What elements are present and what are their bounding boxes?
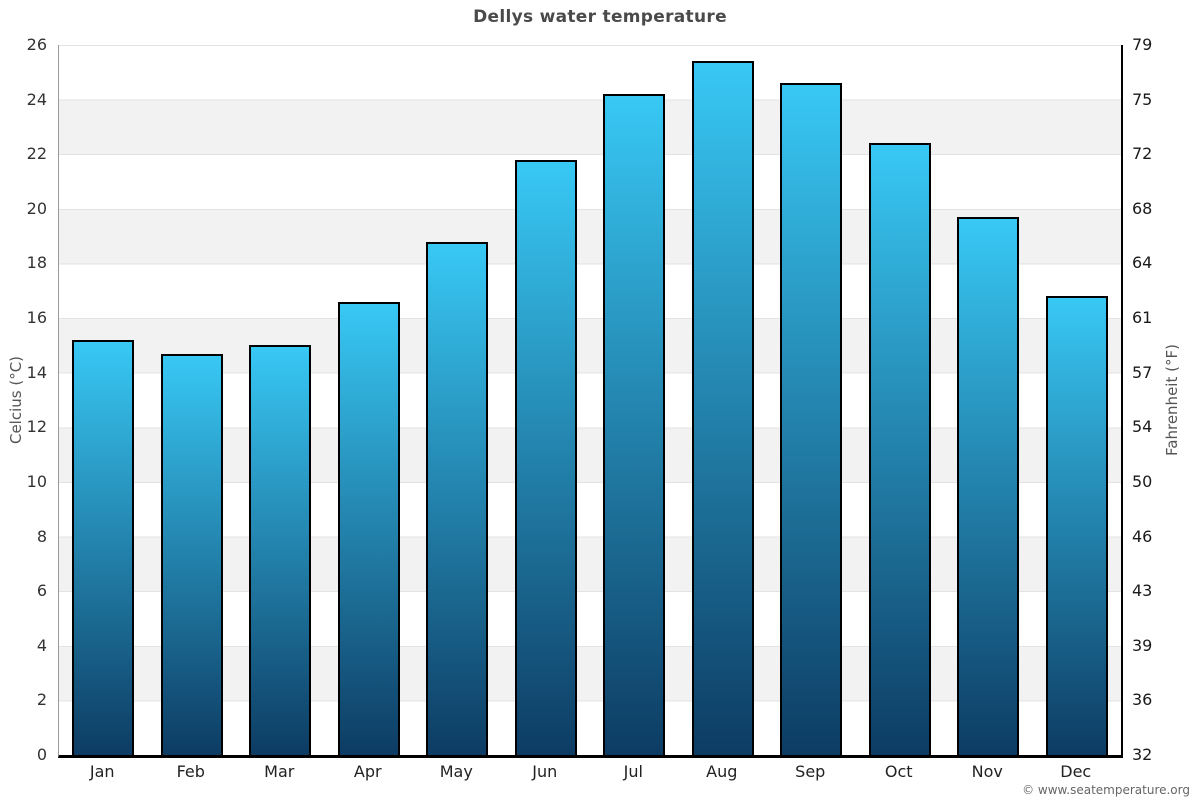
- bar-sep: [780, 83, 843, 755]
- chart-title: Dellys water temperature: [473, 7, 727, 27]
- x-tick-label: Sep: [795, 762, 826, 781]
- bar-mar: [249, 345, 312, 755]
- y-tick-label: 14: [26, 362, 47, 382]
- y-axis-right-ticks: 32 36 39 43 46 50 54 57 61 64 68 72 75 79: [1124, 36, 1184, 764]
- bar-oct: [868, 143, 931, 755]
- x-tick-label: Jun: [532, 762, 558, 781]
- x-tick-label: Apr: [353, 762, 382, 781]
- bar-slot-sep: [767, 45, 856, 755]
- y-tick-label: 4: [36, 635, 47, 655]
- bar-slot-nov: [944, 45, 1033, 755]
- y-tick-label: 18: [26, 253, 47, 273]
- y-tick-label: 2: [36, 690, 47, 710]
- bar-slot-feb: [148, 45, 237, 755]
- y-tick-label: 26: [26, 35, 47, 54]
- bar-slot-jun: [502, 45, 591, 755]
- plot-area: [58, 45, 1123, 758]
- y-tick-label: 75: [1132, 89, 1153, 109]
- y-tick-label: 68: [1132, 198, 1153, 218]
- bar-aug: [691, 61, 754, 755]
- y-tick-label: 32: [1132, 745, 1153, 764]
- x-tick-label: Dec: [1060, 762, 1092, 781]
- y-tick-label: 0: [36, 745, 47, 764]
- bar-slot-jan: [59, 45, 148, 755]
- y-tick-label: 6: [36, 581, 47, 601]
- y-tick-label: 72: [1132, 144, 1153, 164]
- y-tick-label: 43: [1132, 581, 1153, 601]
- y-tick-label: 54: [1132, 417, 1153, 437]
- x-tick-label: May: [439, 762, 473, 781]
- bar-slot-oct: [856, 45, 945, 755]
- bar-jan: [72, 339, 135, 755]
- y-tick-label: 8: [36, 526, 47, 546]
- x-tick-label: Feb: [176, 762, 205, 781]
- bar-slot-may: [413, 45, 502, 755]
- copyright-credit: © www.seatemperature.org: [1022, 783, 1190, 797]
- bar-slot-dec: [1033, 45, 1122, 755]
- y-tick-label: 61: [1132, 308, 1153, 328]
- bar-slot-mar: [236, 45, 325, 755]
- bar-nov: [957, 217, 1020, 755]
- y-tick-label: 16: [26, 308, 47, 328]
- x-tick-label: Jul: [623, 762, 643, 781]
- x-axis: Jan Feb Mar Apr May Jun Jul Aug Sep Oct Nov Dec: [58, 762, 1120, 781]
- y-tick-label: 46: [1132, 526, 1153, 546]
- bar-dec: [1045, 296, 1108, 755]
- y-tick-label: 64: [1132, 253, 1153, 273]
- y-axis-left-ticks: 0 2 4 6 8 10 12 14 16 18 20 22 24 26: [0, 36, 54, 764]
- bar-jun: [514, 159, 577, 755]
- y-tick-label: 79: [1132, 35, 1153, 54]
- y-tick-label: 39: [1132, 635, 1153, 655]
- y-tick-label: 20: [26, 198, 47, 218]
- x-tick-label: Mar: [264, 762, 295, 781]
- y-tick-label: 50: [1132, 471, 1153, 491]
- y-tick-label: 12: [26, 417, 47, 437]
- bar-slot-aug: [679, 45, 768, 755]
- x-tick-label: Jan: [89, 762, 115, 781]
- y-tick-label: 10: [26, 471, 47, 491]
- y-tick-label: 24: [26, 89, 47, 109]
- bar-slot-jul: [590, 45, 679, 755]
- bar-apr: [337, 301, 400, 755]
- bar-feb: [160, 353, 223, 755]
- x-tick-label: Aug: [706, 762, 738, 781]
- y-tick-label: 22: [26, 144, 47, 164]
- bar-may: [426, 241, 489, 755]
- bar-jul: [603, 94, 666, 755]
- y-tick-label: 36: [1132, 690, 1153, 710]
- y-tick-label: 57: [1132, 362, 1153, 382]
- x-tick-label: Oct: [884, 762, 913, 781]
- bar-slot-apr: [325, 45, 414, 755]
- x-tick-label: Nov: [971, 762, 1003, 781]
